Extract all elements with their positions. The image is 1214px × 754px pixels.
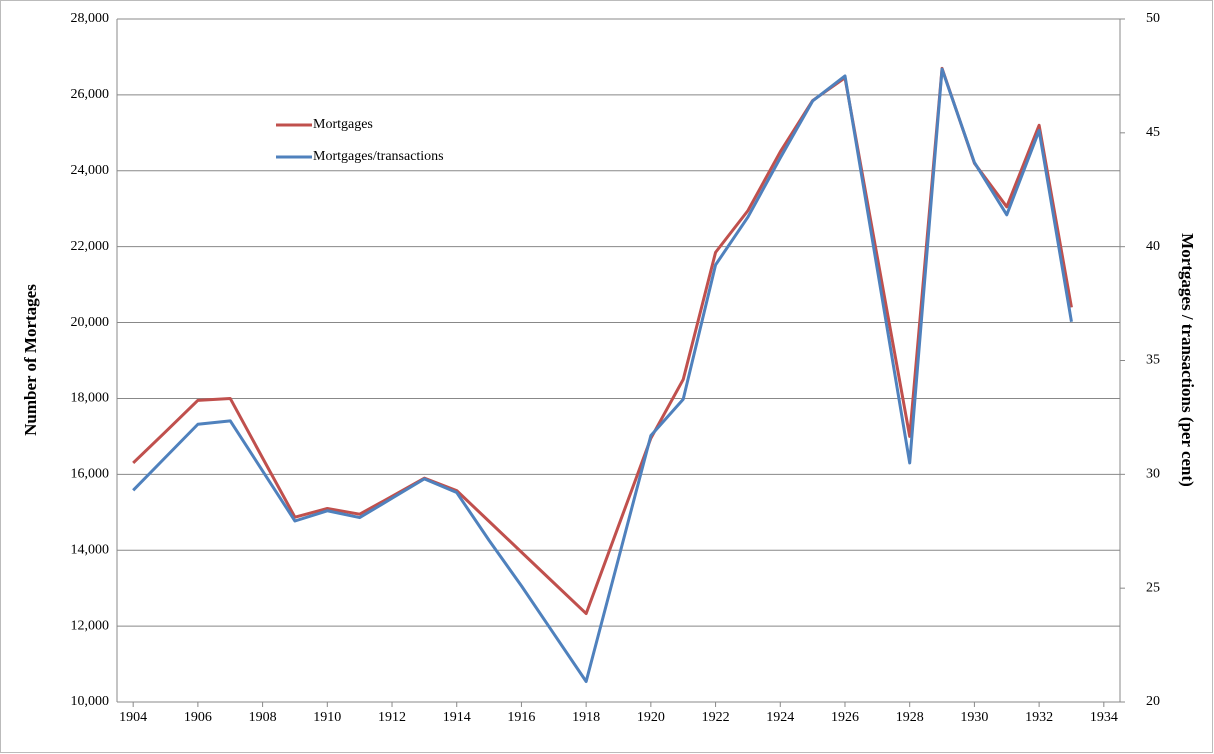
x-tick-label: 1916 — [507, 710, 535, 725]
y-tick-label: 28,000 — [71, 11, 110, 26]
x-tick-label: 1904 — [119, 710, 147, 725]
x-tick-label: 1928 — [896, 710, 924, 725]
y2-tick-label: 25 — [1146, 580, 1160, 595]
y2-axis-title: Mortgages / transactions (per cent) — [1178, 233, 1197, 487]
y-tick-label: 12,000 — [71, 618, 110, 633]
y2-tick-label: 45 — [1146, 125, 1160, 140]
y-tick-label: 22,000 — [71, 239, 110, 254]
y2-tick-label: 30 — [1146, 467, 1160, 482]
x-tick-label: 1910 — [313, 710, 341, 725]
legend-label: Mortgages/transactions — [313, 149, 444, 164]
x-tick-label: 1922 — [702, 710, 730, 725]
y-tick-label: 26,000 — [71, 87, 110, 102]
x-tick-label: 1926 — [831, 710, 859, 725]
series-line — [132, 67, 1073, 684]
y2-tick-label: 40 — [1146, 239, 1160, 254]
y2-tick-label: 50 — [1146, 11, 1160, 26]
x-tick-label: 1932 — [1025, 710, 1053, 725]
x-tick-label: 1914 — [443, 710, 471, 725]
series-line — [132, 66, 1073, 616]
y-axis-title: Number of Mortages — [21, 284, 40, 436]
x-tick-label: 1908 — [249, 710, 277, 725]
x-tick-label: 1924 — [766, 710, 794, 725]
y-tick-label: 20,000 — [71, 315, 110, 330]
y-tick-label: 18,000 — [71, 391, 110, 406]
y2-tick-label: 20 — [1146, 694, 1160, 709]
x-tick-label: 1930 — [960, 710, 988, 725]
y-tick-label: 10,000 — [71, 694, 110, 709]
x-tick-label: 1912 — [378, 710, 406, 725]
legend-label: Mortgages — [313, 117, 373, 132]
x-tick-label: 1906 — [184, 710, 212, 725]
x-tick-label: 1934 — [1090, 710, 1118, 725]
y2-tick-label: 35 — [1146, 353, 1160, 368]
x-tick-label: 1918 — [572, 710, 600, 725]
y-tick-label: 14,000 — [71, 542, 110, 557]
y-tick-label: 16,000 — [71, 467, 110, 482]
y-tick-label: 24,000 — [71, 163, 110, 178]
x-tick-label: 1920 — [637, 710, 665, 725]
